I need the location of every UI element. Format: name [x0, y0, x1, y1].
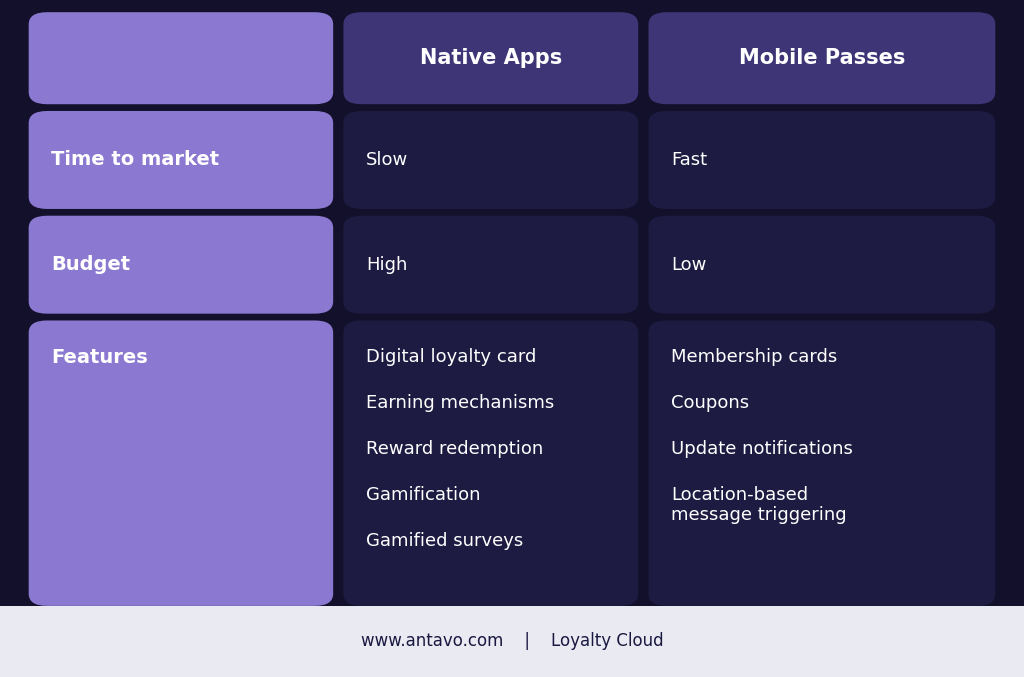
Text: Features: Features [51, 347, 147, 366]
FancyBboxPatch shape [648, 320, 995, 606]
FancyBboxPatch shape [29, 320, 333, 606]
Text: Low: Low [671, 256, 707, 274]
Text: Slow: Slow [366, 151, 409, 169]
Text: www.antavo.com    |    Loyalty Cloud: www.antavo.com | Loyalty Cloud [360, 632, 664, 651]
FancyBboxPatch shape [29, 111, 333, 209]
Text: Gamified surveys: Gamified surveys [366, 531, 523, 550]
Text: Earning mechanisms: Earning mechanisms [366, 393, 554, 412]
FancyBboxPatch shape [343, 12, 638, 104]
Text: High: High [366, 256, 408, 274]
FancyBboxPatch shape [29, 12, 333, 104]
Text: Update notifications: Update notifications [671, 439, 853, 458]
Text: Fast: Fast [671, 151, 708, 169]
FancyBboxPatch shape [343, 111, 638, 209]
FancyBboxPatch shape [648, 216, 995, 313]
FancyBboxPatch shape [648, 111, 995, 209]
Text: Reward redemption: Reward redemption [366, 439, 543, 458]
Text: Coupons: Coupons [671, 393, 750, 412]
Text: Time to market: Time to market [51, 150, 219, 169]
FancyBboxPatch shape [648, 12, 995, 104]
Text: Mobile Passes: Mobile Passes [738, 48, 905, 68]
Text: Digital loyalty card: Digital loyalty card [366, 347, 537, 366]
Text: Native Apps: Native Apps [420, 48, 562, 68]
Text: Gamification: Gamification [366, 485, 480, 504]
Text: Membership cards: Membership cards [671, 347, 838, 366]
Text: Budget: Budget [51, 255, 130, 274]
FancyBboxPatch shape [343, 216, 638, 313]
Text: Location-based
message triggering: Location-based message triggering [671, 485, 847, 525]
FancyBboxPatch shape [29, 216, 333, 313]
FancyBboxPatch shape [343, 320, 638, 606]
FancyBboxPatch shape [0, 606, 1024, 677]
